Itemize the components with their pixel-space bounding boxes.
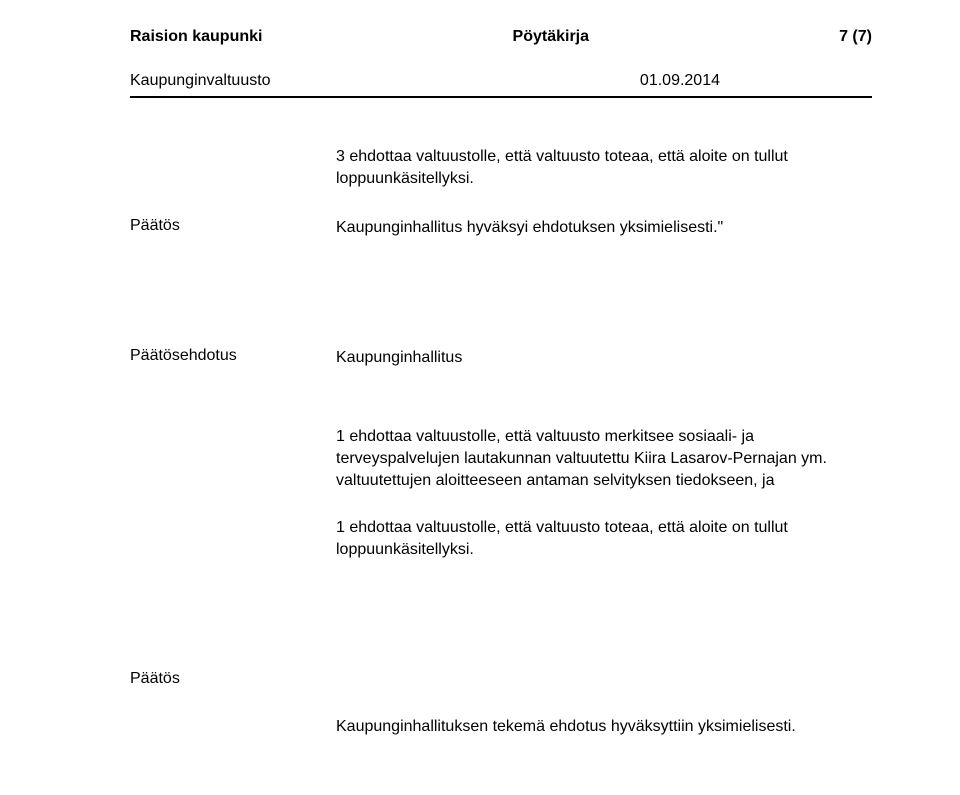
empty-label	[130, 426, 336, 586]
decision-text-block-2: Kaupunginhallituksen tekemä ehdotus hyvä…	[130, 716, 872, 738]
document-type: Pöytäkirja	[513, 28, 589, 46]
top-paragraph-block: 3 ehdottaa valtuustolle, että valtuusto …	[130, 146, 872, 189]
decision-label-1: Päätös	[130, 217, 336, 239]
page-number: 7 (7)	[839, 28, 872, 46]
proposal-paragraph-2: 1 ehdottaa valtuustolle, että valtuusto …	[336, 517, 872, 560]
spacer	[130, 396, 872, 426]
proposal-content: 1 ehdottaa valtuustolle, että valtuusto …	[336, 426, 872, 586]
body-name: Kaupunginvaltuusto	[130, 72, 271, 90]
empty-content	[336, 670, 872, 688]
org-name: Raision kaupunki	[130, 28, 262, 46]
decision-block-2: Päätös	[130, 670, 872, 688]
decision-text-2: Kaupunginhallituksen tekemä ehdotus hyvä…	[336, 716, 872, 738]
decision-label-2: Päätös	[130, 670, 336, 688]
empty-label	[130, 716, 336, 738]
proposal-paragraph-1: 1 ehdottaa valtuustolle, että valtuusto …	[336, 426, 872, 491]
meeting-date: 01.09.2014	[640, 72, 720, 90]
decision-text-1: Kaupunginhallitus hyväksyi ehdotuksen yk…	[336, 217, 872, 239]
header-row: Raision kaupunki Pöytäkirja 7 (7)	[130, 28, 872, 46]
subheader-row: Kaupunginvaltuusto 01.09.2014	[130, 72, 720, 90]
proposal-header-block: Päätösehdotus Kaupunginhallitus	[130, 347, 872, 369]
proposal-body-name: Kaupunginhallitus	[336, 347, 872, 369]
proposal-label: Päätösehdotus	[130, 347, 336, 369]
spacer	[130, 614, 872, 670]
header-divider	[130, 96, 872, 98]
spacer	[130, 267, 872, 347]
top-paragraph: 3 ehdottaa valtuustolle, että valtuusto …	[336, 146, 872, 189]
proposal-content-block: 1 ehdottaa valtuustolle, että valtuusto …	[130, 426, 872, 586]
empty-label	[130, 146, 336, 189]
decision-block-1: Päätös Kaupunginhallitus hyväksyi ehdotu…	[130, 217, 872, 239]
